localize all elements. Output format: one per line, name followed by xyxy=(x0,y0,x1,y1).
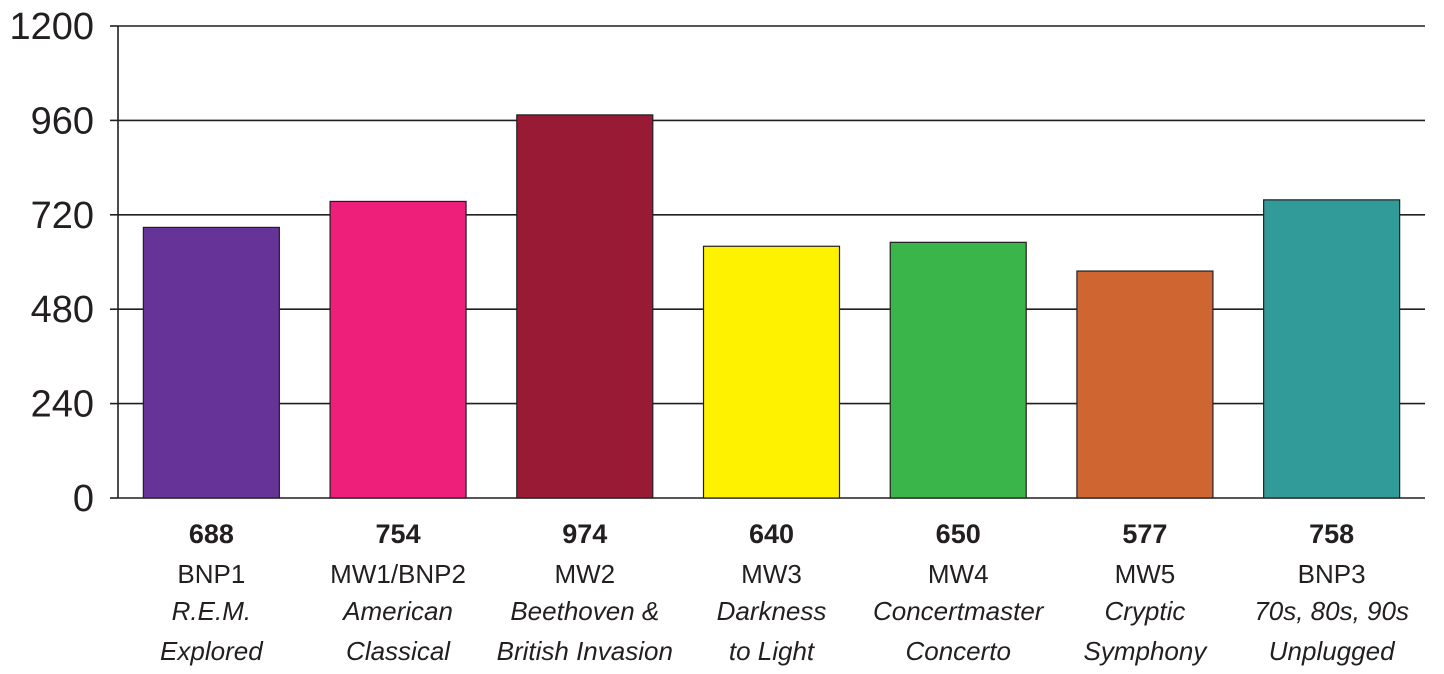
category-program-label: Cryptic xyxy=(1104,596,1185,626)
category-code-label: MW4 xyxy=(928,559,989,589)
category-program-label: Unplugged xyxy=(1269,636,1396,666)
bar-value-label: 650 xyxy=(936,519,981,549)
category-code-label: MW1/BNP2 xyxy=(330,559,466,589)
y-tick-label: 720 xyxy=(31,195,94,237)
y-tick-label: 1200 xyxy=(9,6,94,48)
bar-mw2 xyxy=(516,114,654,499)
bar-bnp1 xyxy=(142,226,280,499)
bar-value-label: 974 xyxy=(562,519,607,549)
category-program-label: British Invasion xyxy=(497,636,673,666)
y-tick-label: 480 xyxy=(31,289,94,331)
category-program-label: R.E.M. xyxy=(172,596,251,626)
category-code-label: BNP3 xyxy=(1298,559,1366,589)
category-code-label: BNP1 xyxy=(177,559,245,589)
y-tick-label: 240 xyxy=(31,384,94,426)
bar-value-label: 640 xyxy=(749,519,794,549)
bar-value-label: 758 xyxy=(1309,519,1354,549)
category-program-label: American xyxy=(341,596,453,626)
category-program-label: to Light xyxy=(729,636,816,666)
bar-value-label: 754 xyxy=(376,519,421,549)
bar-mw4 xyxy=(889,241,1027,499)
category-program-label: Classical xyxy=(346,636,451,666)
category-labels: 688 BNP1 R.E.M. Explored 754 MW1/BNP2 American… xyxy=(160,519,1409,666)
bar-mw5 xyxy=(1076,270,1214,499)
category-program-label: Concertmaster xyxy=(873,596,1045,626)
category-program-label: Beethoven & xyxy=(510,596,659,626)
bar-bnp3 xyxy=(1263,199,1401,499)
category-code-label: MW5 xyxy=(1115,559,1176,589)
bar-mw1-bnp2 xyxy=(329,200,467,499)
category-program-label: Explored xyxy=(160,636,264,666)
category-program-label: Symphony xyxy=(1084,636,1209,666)
bar-value-label: 577 xyxy=(1122,519,1167,549)
category-program-label: Darkness xyxy=(717,596,827,626)
category-code-label: MW2 xyxy=(554,559,615,589)
bar-value-label: 688 xyxy=(189,519,234,549)
y-tick-label: 0 xyxy=(73,478,94,520)
category-code-label: MW3 xyxy=(741,559,802,589)
y-axis: 0 240 480 720 960 1200 xyxy=(9,6,119,520)
category-program-label: 70s, 80s, 90s xyxy=(1254,596,1409,626)
bars xyxy=(142,114,1401,499)
bar-mw3 xyxy=(702,245,841,499)
y-tick-label: 960 xyxy=(31,100,94,142)
category-program-label: Concerto xyxy=(905,636,1011,666)
